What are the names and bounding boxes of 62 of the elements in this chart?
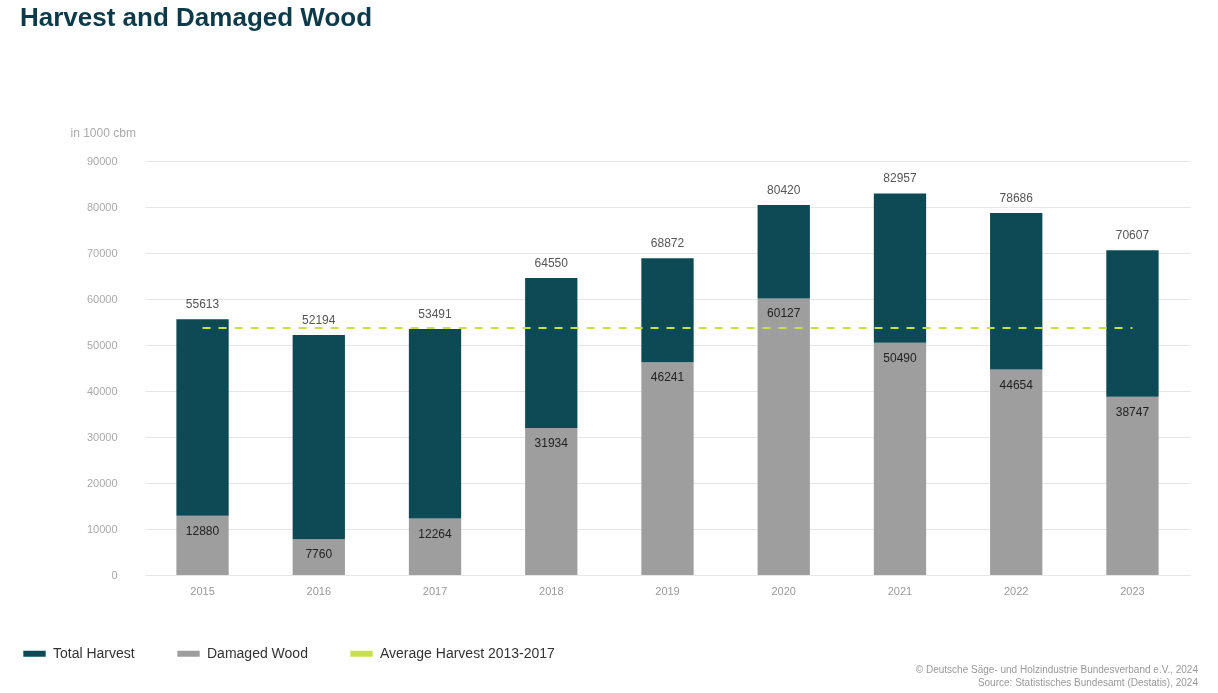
- y-tick-label: 20000: [86, 476, 118, 489]
- x-tick-label: 2019: [655, 584, 680, 597]
- x-tick-label: 2022: [1003, 584, 1029, 597]
- source-note: Source: Statistisches Bundesamt (Destatis), 2024: [976, 676, 1198, 689]
- data-label: 50490: [883, 350, 917, 365]
- bar: [757, 298, 810, 575]
- bar: [408, 518, 462, 575]
- bar: [525, 428, 578, 575]
- y-tick-label: 50000: [86, 338, 118, 351]
- x-tick-label: 2017: [422, 584, 448, 597]
- bar: [990, 369, 1043, 575]
- chart-title: Harvest and Damaged Wood: [20, 2, 373, 32]
- data-label: 12264: [418, 526, 453, 541]
- text: © Deutsche Säge- und Holzindustrie Bundesverband e.V., 2024: [915, 663, 1198, 676]
- bar: [873, 342, 927, 575]
- bar: [757, 205, 810, 299]
- x-tick-label: 2021: [887, 584, 913, 597]
- data-label: 60127: [767, 306, 801, 321]
- y-axis-title: in 1000 cbm: [70, 125, 136, 140]
- data-label: 44654: [999, 377, 1034, 392]
- bar: [641, 362, 694, 575]
- y-tick-label: 60000: [86, 292, 118, 305]
- bar: [641, 258, 694, 363]
- bar: [990, 213, 1043, 370]
- total-label: 78686: [999, 191, 1034, 206]
- y-tick-label: 90000: [86, 154, 118, 167]
- total-label: 80420: [767, 183, 801, 198]
- x-tick-label: 2015: [190, 584, 215, 597]
- bar: [176, 319, 229, 516]
- bar: [292, 539, 345, 575]
- x-tick-label: 2016: [306, 584, 332, 597]
- bar: [873, 193, 927, 343]
- data-label: 31934: [534, 436, 569, 451]
- y-tick-label: 40000: [86, 384, 118, 397]
- data-label: 12880: [185, 523, 220, 538]
- total-label: 55613: [185, 297, 220, 312]
- bar: [525, 278, 578, 429]
- legend-label: Damaged Wood: [207, 644, 308, 661]
- data-label: 7760: [305, 547, 333, 562]
- total-label: 52194: [302, 312, 336, 327]
- bar: [292, 334, 345, 540]
- total-label: 70607: [1115, 228, 1150, 243]
- x-tick-label: 2020: [771, 584, 796, 597]
- x-tick-label: 2018: [539, 584, 564, 597]
- y-tick-label: 70000: [86, 246, 118, 259]
- data-label: 46241: [650, 370, 685, 385]
- y-tick-label: 10000: [86, 522, 118, 535]
- bar: [1106, 250, 1159, 397]
- total-label: 53491: [418, 306, 453, 321]
- bar: [1106, 396, 1159, 575]
- bar: [408, 328, 462, 519]
- total-label: 82957: [883, 171, 917, 186]
- x-tick-label: 2023: [1120, 584, 1145, 597]
- data-label: 38747: [1115, 404, 1150, 419]
- legend-label: Average Harvest 2013-2017: [380, 644, 556, 661]
- y-tick-label: 80000: [86, 200, 118, 213]
- y-tick-label: 0: [111, 568, 118, 581]
- total-label: 68872: [650, 236, 685, 251]
- y-tick-label: 30000: [86, 430, 118, 443]
- bar: [176, 515, 229, 575]
- total-label: 64550: [534, 256, 569, 271]
- legend-label: Total Harvest: [53, 644, 135, 661]
